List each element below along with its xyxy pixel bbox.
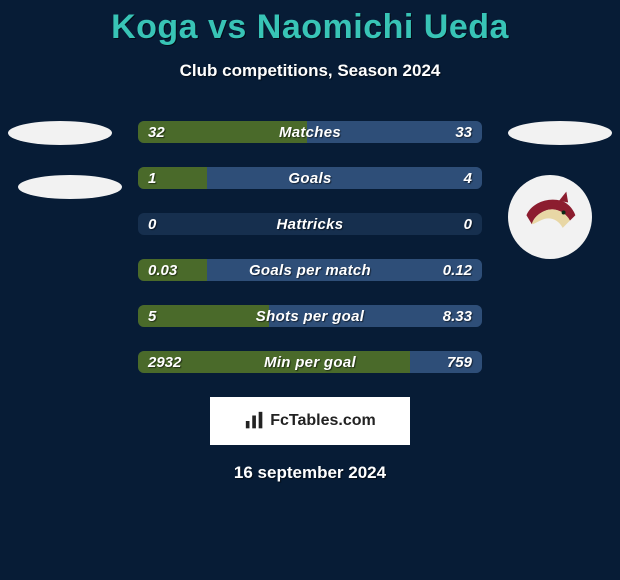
stat-row: 00Hattricks: [138, 213, 482, 235]
stat-row: 3233Matches: [138, 121, 482, 143]
coyote-icon: [521, 188, 579, 246]
brand-text: FcTables.com: [270, 412, 376, 430]
player2-badge-placeholder-1: [508, 121, 612, 145]
brand-box: FcTables.com: [210, 397, 410, 445]
stat-bars: 3233Matches 14Goals 00Hattricks 0.030.12Goa…: [138, 121, 482, 373]
title-player2: Naomichi Ueda: [257, 8, 509, 46]
player1-badge-placeholder-1: [8, 121, 112, 145]
content-area: 3233Matches 14Goals 00Hattricks 0.030.12Goa…: [0, 121, 620, 483]
bars-chart-icon: [244, 410, 266, 432]
title-player1: Koga: [111, 8, 198, 46]
player2-team-logo: [508, 175, 592, 259]
title-vs: vs: [208, 8, 247, 46]
date-text: 16 september 2024: [0, 463, 620, 483]
stat-row: 2932759Min per goal: [138, 351, 482, 373]
stat-label: Goals: [138, 167, 482, 189]
stat-label: Matches: [138, 121, 482, 143]
stat-label: Min per goal: [138, 351, 482, 373]
stat-label: Shots per goal: [138, 305, 482, 327]
stat-row: 58.33Shots per goal: [138, 305, 482, 327]
player1-badge-placeholder-2: [18, 175, 122, 199]
stat-row: 0.030.12Goals per match: [138, 259, 482, 281]
page-title: Koga vs Naomichi Ueda: [0, 0, 620, 47]
stat-label: Hattricks: [138, 213, 482, 235]
stat-row: 14Goals: [138, 167, 482, 189]
comparison-card: Koga vs Naomichi Ueda Club competitions,…: [0, 0, 620, 580]
stat-label: Goals per match: [138, 259, 482, 281]
subtitle: Club competitions, Season 2024: [0, 61, 620, 81]
